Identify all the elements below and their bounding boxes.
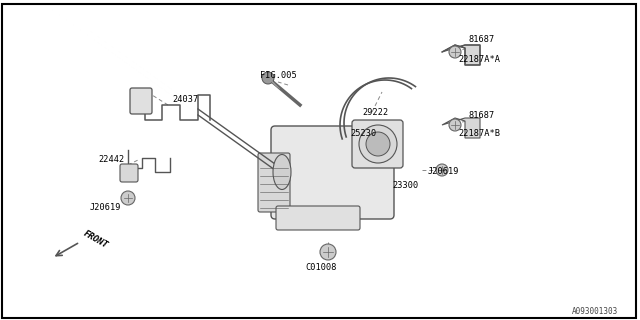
Circle shape — [449, 46, 461, 58]
Circle shape — [436, 164, 448, 176]
FancyBboxPatch shape — [276, 206, 360, 230]
FancyBboxPatch shape — [258, 153, 290, 212]
Circle shape — [320, 244, 336, 260]
Polygon shape — [442, 45, 480, 65]
Circle shape — [449, 119, 461, 131]
Text: 81687: 81687 — [468, 111, 494, 120]
FancyBboxPatch shape — [271, 126, 394, 219]
Text: 22187A*B: 22187A*B — [458, 129, 500, 138]
Text: 25230: 25230 — [350, 129, 376, 138]
FancyBboxPatch shape — [120, 164, 138, 182]
Circle shape — [262, 72, 274, 84]
Text: A093001303: A093001303 — [572, 307, 618, 316]
Circle shape — [121, 191, 135, 205]
Text: FRONT: FRONT — [82, 229, 110, 250]
Ellipse shape — [359, 125, 397, 163]
FancyBboxPatch shape — [130, 88, 152, 114]
Polygon shape — [442, 118, 480, 138]
Text: FIG.005: FIG.005 — [260, 71, 297, 80]
Text: 24037: 24037 — [172, 95, 198, 104]
Text: 23300: 23300 — [392, 181, 419, 190]
Text: 22442: 22442 — [98, 155, 124, 164]
Text: J20619: J20619 — [428, 167, 460, 176]
Text: 81687: 81687 — [468, 35, 494, 44]
Ellipse shape — [273, 155, 291, 189]
Text: 22187A*A: 22187A*A — [458, 55, 500, 64]
FancyBboxPatch shape — [352, 120, 403, 168]
Circle shape — [366, 132, 390, 156]
Text: C01008: C01008 — [305, 263, 337, 272]
Text: J20619: J20619 — [90, 203, 122, 212]
Text: 29222: 29222 — [362, 108, 388, 117]
